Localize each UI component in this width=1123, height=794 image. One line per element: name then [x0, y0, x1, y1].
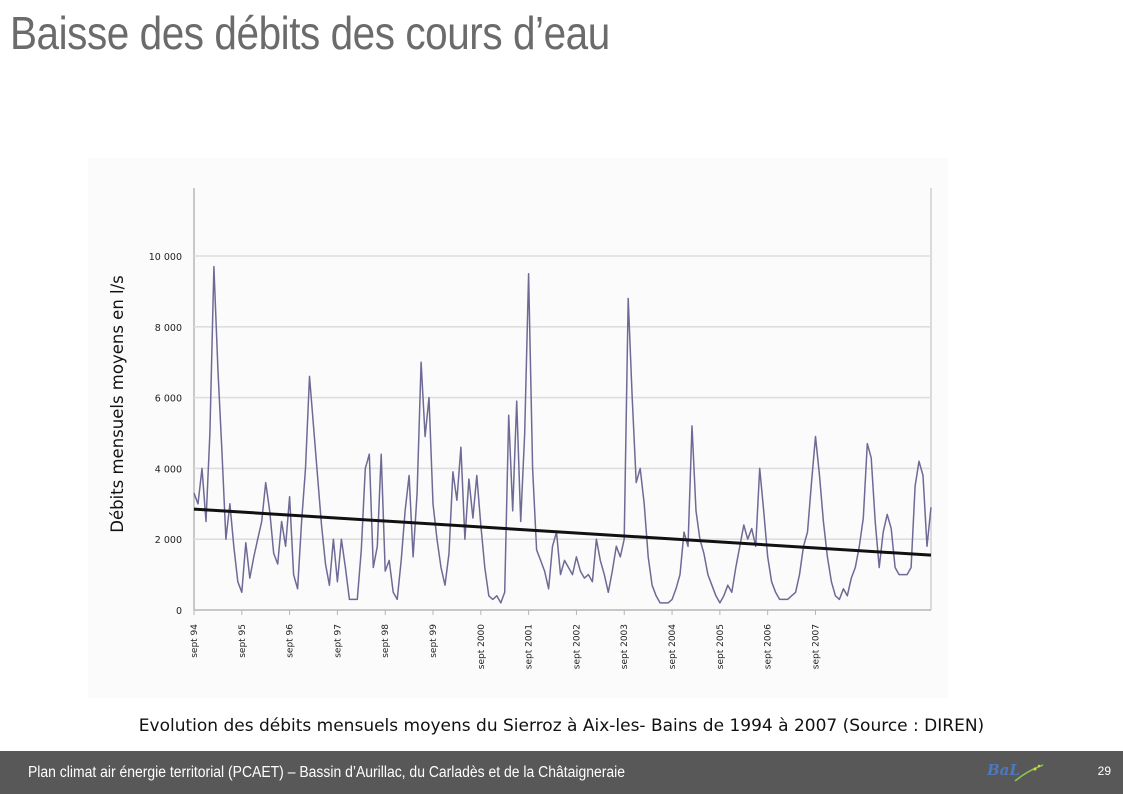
- chart-caption: Evolution des débits mensuels moyens du …: [138, 716, 985, 736]
- y-tick-label: 0: [176, 606, 182, 617]
- x-tick-label: sept 95: [238, 624, 248, 658]
- x-tick-label: sept 98: [381, 624, 391, 658]
- flow-chart: 0 2 000 4 000 6 000 8 000 10 000 Débits mensue…: [108, 188, 932, 670]
- x-tick-label: sept 2004: [668, 624, 678, 670]
- footer-bar: Plan climat air énergie territorial (PCA…: [0, 751, 1123, 794]
- x-tick-label: sept 2000: [477, 624, 487, 670]
- slide-title: Baisse des débits des cours d’eau: [10, 7, 610, 59]
- x-tick-label: sept 97: [333, 624, 343, 658]
- x-tick-label: sept 2006: [764, 624, 774, 670]
- y-axis-title: Débits mensuels moyens en l/s: [108, 275, 127, 533]
- y-tick-label: 10 000: [149, 252, 182, 263]
- svg-text:BaL: BaL: [986, 761, 1020, 779]
- page-number: 29: [1097, 764, 1111, 778]
- series-line: [193, 265, 932, 604]
- y-tick-label: 8 000: [155, 323, 182, 334]
- x-tick-label: sept 96: [286, 624, 296, 658]
- trend-line: [193, 507, 932, 557]
- footer-text: Plan climat air énergie territorial (PCA…: [28, 764, 626, 781]
- x-tick-label: sept 2005: [716, 624, 726, 669]
- x-tick-label: sept 2002: [572, 624, 582, 669]
- x-tick-label: sept 2001: [525, 624, 535, 669]
- y-tick-label: 4 000: [155, 464, 182, 475]
- x-tick-label: sept 94: [190, 624, 200, 658]
- x-tick-label: sept 2003: [620, 624, 630, 669]
- logo-icon: BaL: [986, 761, 1044, 782]
- y-tick-label: 6 000: [155, 394, 182, 405]
- chart-panel: 0 2 000 4 000 6 000 8 000 10 000 Débits mensue…: [88, 158, 948, 698]
- x-tick-label: sept 99: [429, 624, 439, 658]
- y-tick-label: 2 000: [155, 535, 182, 546]
- x-tick-label: sept 2007: [811, 624, 821, 669]
